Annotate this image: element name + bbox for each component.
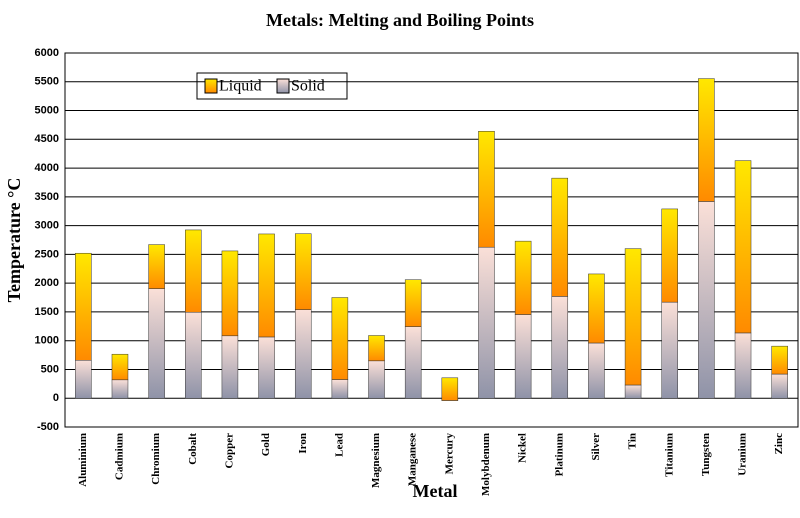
bar-segment [75, 252, 92, 361]
bar-segment [698, 201, 715, 399]
x-axis-label: Metal [413, 481, 458, 501]
bar-segment [551, 177, 569, 297]
x-tick-label: Zinc [773, 433, 785, 455]
x-tick-label: Cadmium [114, 433, 126, 480]
x-tick-label: Titanium [663, 433, 675, 477]
x-tick-label: Magnesium [370, 433, 382, 488]
bar-segment [771, 373, 788, 399]
x-tick-label: Manganese [407, 433, 419, 486]
bar-segment [698, 78, 715, 202]
x-tick-label: Chromium [150, 433, 162, 485]
bar-segment [185, 311, 202, 399]
bar-segment [221, 335, 239, 399]
bar-segment [624, 248, 642, 386]
bar-segment [148, 244, 165, 289]
bar-segment [404, 326, 422, 399]
bar-segment [331, 297, 349, 380]
x-tick-label: Mercury [443, 433, 455, 475]
bar-segment [258, 336, 275, 399]
legend-label: Liquid [219, 78, 262, 95]
x-tick-label: Copper [223, 433, 235, 469]
y-tick-label: 2000 [35, 277, 59, 289]
bar-segment [111, 379, 129, 399]
y-tick-label: 500 [41, 363, 59, 375]
bar-segment [551, 296, 569, 399]
x-tick-label: Cobalt [187, 433, 199, 465]
x-tick-label: Silver [590, 433, 602, 461]
chart-title: Metals: Melting and Boiling Points [266, 10, 534, 30]
y-axis-label: Temperature °C [4, 178, 24, 303]
bar-segment [478, 131, 495, 248]
y-tick-label: 1500 [35, 306, 59, 318]
x-tick-label: Tin [627, 433, 639, 449]
bar-segment [185, 229, 202, 313]
y-tick-label: -500 [37, 421, 59, 433]
bar-segment [404, 279, 422, 327]
bar-segment [661, 208, 678, 303]
bar-segment [294, 309, 312, 399]
x-tick-label: Platinum [553, 433, 565, 476]
bar-segment [661, 301, 678, 399]
bar-segment [514, 240, 532, 315]
x-tick-label: Molybdenum [480, 433, 492, 496]
bar-segment [111, 353, 129, 381]
y-tick-label: 0 [53, 392, 59, 404]
x-tick-label: Tungsten [700, 433, 712, 476]
y-tick-label: 2500 [35, 248, 59, 260]
bar-segment [478, 246, 495, 399]
x-tick-label: Gold [260, 433, 272, 456]
plot-frame [64, 52, 799, 428]
x-tick-label: Iron [297, 433, 309, 454]
y-tick-label: 3500 [35, 191, 59, 203]
legend-swatch [204, 78, 218, 94]
y-tick-label: 4500 [35, 133, 59, 145]
y-tick-label: 3000 [35, 220, 59, 232]
x-tick-label: Aluminium [77, 433, 89, 487]
x-tick-label: Lead [333, 433, 345, 457]
bar-segment [368, 360, 385, 399]
bar-segment [258, 233, 275, 338]
bar-segment [368, 335, 385, 362]
bar-segment [514, 314, 532, 399]
y-tick-label: 1000 [35, 335, 59, 347]
bar-segment [75, 360, 92, 399]
bar-segment [624, 384, 642, 399]
bar-segment [588, 342, 605, 399]
y-tick-label: 6000 [35, 47, 59, 59]
x-tick-label: Nickel [517, 433, 529, 463]
y-tick-label: 5500 [35, 76, 59, 88]
y-tick-label: 5000 [35, 104, 59, 116]
y-tick-label: 4000 [35, 162, 59, 174]
x-tick-label: Uranium [737, 433, 749, 476]
bar-segment [294, 233, 312, 310]
legend-label: Solid [291, 78, 325, 95]
bar-segment [221, 250, 239, 337]
bar-segment [771, 345, 788, 375]
legend-swatch [276, 78, 290, 94]
bar-segment [441, 377, 459, 401]
bar-segment [734, 160, 752, 334]
legend-box [196, 72, 348, 100]
bar-segment [331, 379, 349, 399]
bar-segment [588, 273, 605, 344]
bar-segment [148, 288, 165, 399]
bar-segment [734, 332, 752, 399]
